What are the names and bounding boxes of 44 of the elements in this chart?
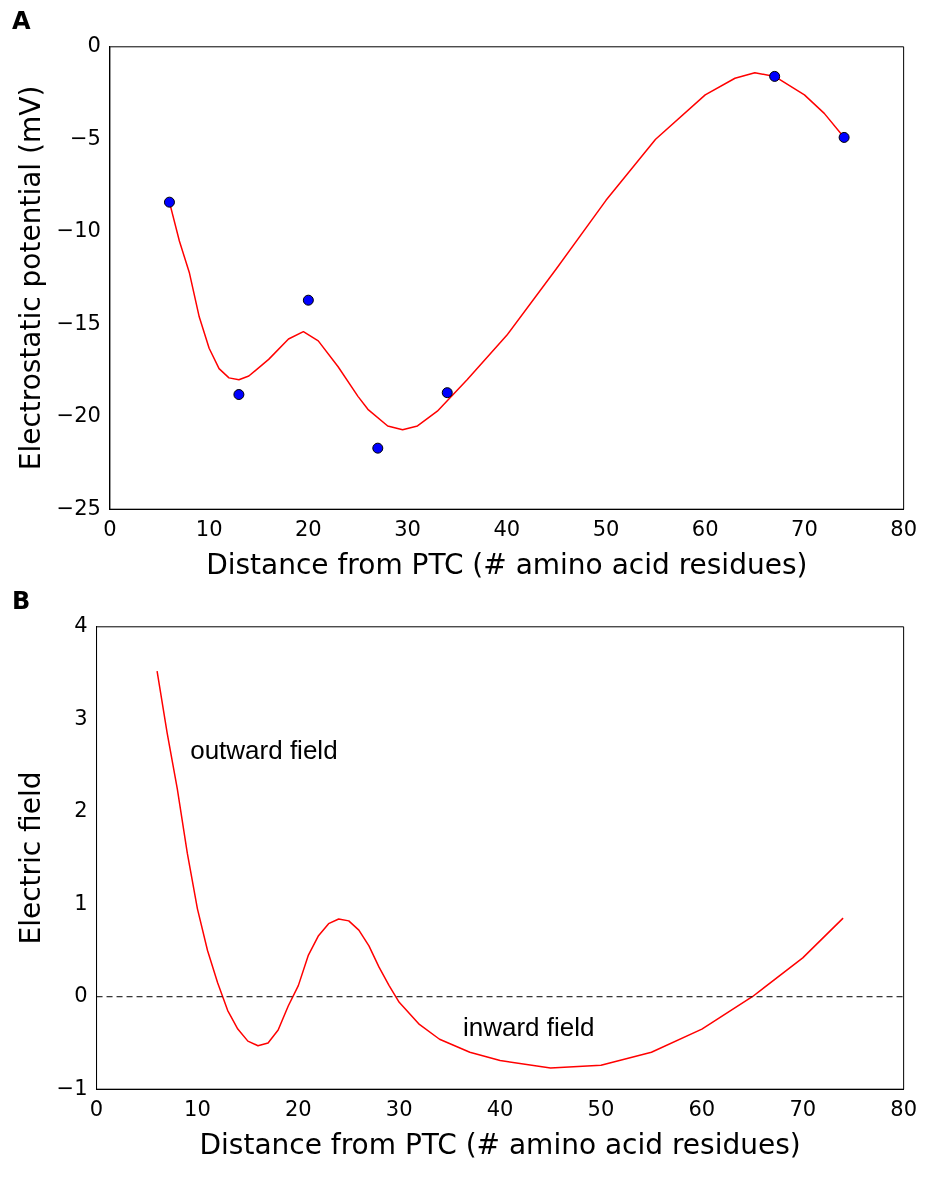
x-tick-label: 40	[486, 1097, 514, 1122]
y-tick-label: −20	[56, 403, 101, 428]
y-tick-label: −1	[56, 1075, 88, 1100]
x-tick-label: 0	[103, 517, 117, 542]
y-tick-label: −5	[69, 125, 101, 150]
y-axis-title: Electrostatic potential (mV)	[14, 85, 48, 471]
x-tick-label: 80	[890, 1097, 918, 1122]
x-tick-label: 60	[688, 1097, 716, 1122]
x-tick-label: 20	[284, 1097, 312, 1122]
point	[441, 387, 453, 399]
point	[163, 196, 175, 208]
point	[838, 131, 850, 143]
x-tick-label: 40	[493, 517, 521, 542]
x-tick-label: 20	[294, 517, 322, 542]
y-axis-title: Electric field	[14, 771, 48, 945]
point	[372, 442, 384, 454]
point	[302, 294, 314, 306]
x-axis-title: Distance from PTC (# amino acid residues)	[206, 548, 808, 582]
x-tick-label: 70	[791, 517, 818, 542]
y-tick-label: 0	[74, 983, 88, 1008]
chart-title: A	[12, 6, 31, 35]
y-tick-label: 3	[74, 705, 88, 730]
chart-title: B	[12, 586, 31, 615]
x-tick-label: 10	[195, 517, 223, 542]
x-axis-title: Distance from PTC (# amino acid residues)	[199, 1128, 801, 1162]
y-tick-label: −15	[56, 310, 101, 335]
y-tick-label: −10	[56, 218, 101, 243]
y-tick-label: 0	[87, 33, 101, 58]
x-tick-label: 30	[394, 517, 421, 542]
point	[233, 389, 245, 401]
x-tick-label: 10	[184, 1097, 211, 1122]
point	[769, 70, 781, 82]
annotation: inward field	[462, 1012, 595, 1043]
y-tick-label: 4	[74, 613, 88, 638]
x-tick-label: 60	[691, 517, 719, 542]
x-tick-label: 50	[592, 517, 620, 542]
x-tick-label: 50	[587, 1097, 615, 1122]
x-tick-label: 70	[789, 1097, 817, 1122]
y-tick-label: 2	[74, 798, 88, 823]
x-tick-label: 80	[890, 517, 918, 542]
y-tick-label: 1	[74, 890, 88, 915]
y-tick-label: −25	[56, 495, 101, 520]
x-tick-label: 30	[385, 1097, 413, 1122]
annotation: outward field	[190, 734, 338, 765]
